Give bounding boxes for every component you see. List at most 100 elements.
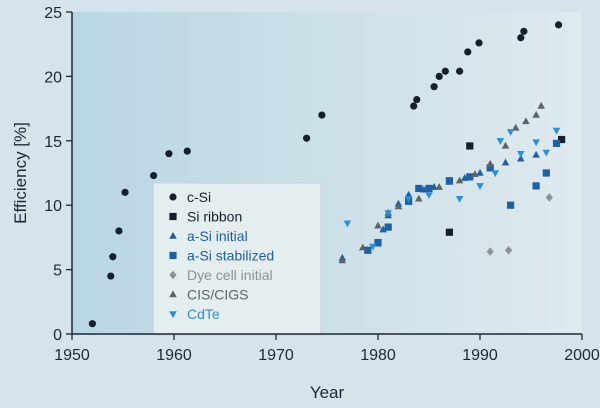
data-point bbox=[109, 253, 117, 261]
data-point bbox=[501, 141, 510, 149]
y-tick-label: 0 bbox=[53, 327, 62, 344]
data-point bbox=[517, 34, 525, 42]
data-point bbox=[532, 139, 540, 147]
data-point bbox=[466, 142, 474, 150]
series-0-points bbox=[88, 21, 563, 328]
x-axis-title: Year bbox=[310, 383, 345, 402]
legend-label: CIS/CIGS bbox=[187, 287, 248, 303]
data-point bbox=[410, 102, 418, 110]
data-point bbox=[545, 193, 553, 202]
legend-label: a-Si stabilized bbox=[187, 248, 274, 264]
y-tick-label: 10 bbox=[44, 198, 62, 215]
legend: c-Si Si ribbon a-Si initial a-Si stabilized… bbox=[169, 189, 274, 322]
data-point bbox=[183, 147, 191, 155]
data-point bbox=[150, 171, 158, 180]
data-point bbox=[455, 176, 464, 184]
data-point bbox=[115, 227, 123, 235]
data-point bbox=[511, 123, 520, 131]
data-point bbox=[537, 101, 545, 109]
data-point bbox=[491, 170, 500, 178]
data-point bbox=[517, 154, 525, 162]
data-point bbox=[369, 243, 377, 251]
data-point bbox=[506, 129, 515, 136]
data-point bbox=[107, 272, 115, 280]
data-point bbox=[532, 110, 540, 118]
data-point bbox=[303, 134, 311, 142]
data-point bbox=[435, 72, 443, 80]
data-point bbox=[542, 169, 550, 177]
x-tick-label: 2000 bbox=[564, 347, 600, 364]
data-point bbox=[476, 183, 484, 191]
data-point bbox=[413, 95, 421, 104]
data-point bbox=[404, 190, 413, 198]
data-point bbox=[532, 150, 540, 158]
data-point bbox=[404, 196, 413, 203]
data-point bbox=[343, 220, 352, 228]
data-point bbox=[364, 246, 372, 254]
x-tick-label: 1980 bbox=[360, 347, 396, 364]
data-point bbox=[338, 256, 347, 264]
axes: 1950 1960 1970 1980 1990 2000 0 5 10 15 20 25 bbox=[44, 5, 600, 364]
data-point bbox=[455, 196, 464, 203]
data-point bbox=[88, 320, 96, 328]
data-point bbox=[430, 83, 438, 91]
data-point bbox=[522, 117, 530, 125]
y-tick-label: 25 bbox=[44, 5, 62, 22]
data-point bbox=[501, 158, 510, 166]
data-point bbox=[374, 238, 382, 247]
data-point bbox=[384, 210, 392, 218]
data-point bbox=[165, 150, 173, 158]
series-5-points bbox=[338, 101, 545, 264]
data-point bbox=[496, 138, 505, 145]
x-tick-label: 1950 bbox=[54, 347, 90, 364]
y-tick-label: 15 bbox=[44, 134, 62, 151]
data-point bbox=[415, 194, 423, 202]
x-tick-label: 1990 bbox=[462, 347, 498, 364]
x-tick-label: 1970 bbox=[258, 347, 294, 364]
legend-marker bbox=[169, 212, 177, 221]
data-point bbox=[520, 27, 528, 35]
data-point bbox=[425, 192, 433, 200]
data-point bbox=[464, 48, 472, 56]
data-point bbox=[504, 245, 513, 255]
data-point bbox=[435, 183, 443, 190]
data-point bbox=[121, 188, 129, 196]
legend-label: Dye cell initial bbox=[187, 267, 273, 283]
data-point bbox=[486, 159, 494, 167]
data-point bbox=[552, 139, 561, 147]
legend-label: a-Si initial bbox=[187, 228, 248, 244]
data-point bbox=[471, 170, 479, 177]
data-point bbox=[507, 201, 515, 209]
legend-box bbox=[152, 182, 322, 336]
data-point bbox=[358, 243, 367, 251]
legend-marker bbox=[169, 290, 177, 298]
data-point bbox=[445, 228, 453, 236]
data-point bbox=[486, 247, 494, 256]
data-point bbox=[558, 135, 566, 144]
plot-area bbox=[72, 12, 582, 334]
data-point bbox=[394, 202, 403, 210]
data-point bbox=[415, 184, 423, 193]
data-point bbox=[384, 223, 392, 231]
y-tick-label: 5 bbox=[53, 263, 62, 280]
legend-marker bbox=[169, 251, 177, 260]
data-point bbox=[532, 182, 540, 190]
x-tick-label: 1960 bbox=[156, 347, 192, 364]
data-point bbox=[456, 67, 464, 75]
series-4-points bbox=[486, 193, 553, 256]
data-point bbox=[476, 168, 484, 176]
series-6-points bbox=[343, 127, 561, 251]
data-point bbox=[318, 111, 326, 119]
data-point bbox=[445, 177, 453, 185]
data-point bbox=[466, 173, 474, 181]
series-1-points bbox=[445, 135, 566, 236]
legend-marker bbox=[169, 311, 177, 319]
data-point bbox=[542, 149, 551, 157]
data-point bbox=[517, 150, 525, 158]
legend-label: Si ribbon bbox=[187, 209, 242, 225]
data-point bbox=[425, 184, 433, 193]
legend-marker bbox=[169, 193, 177, 201]
y-axis-title: Efficiency [%] bbox=[11, 122, 30, 224]
legend-label: c-Si bbox=[187, 189, 211, 205]
